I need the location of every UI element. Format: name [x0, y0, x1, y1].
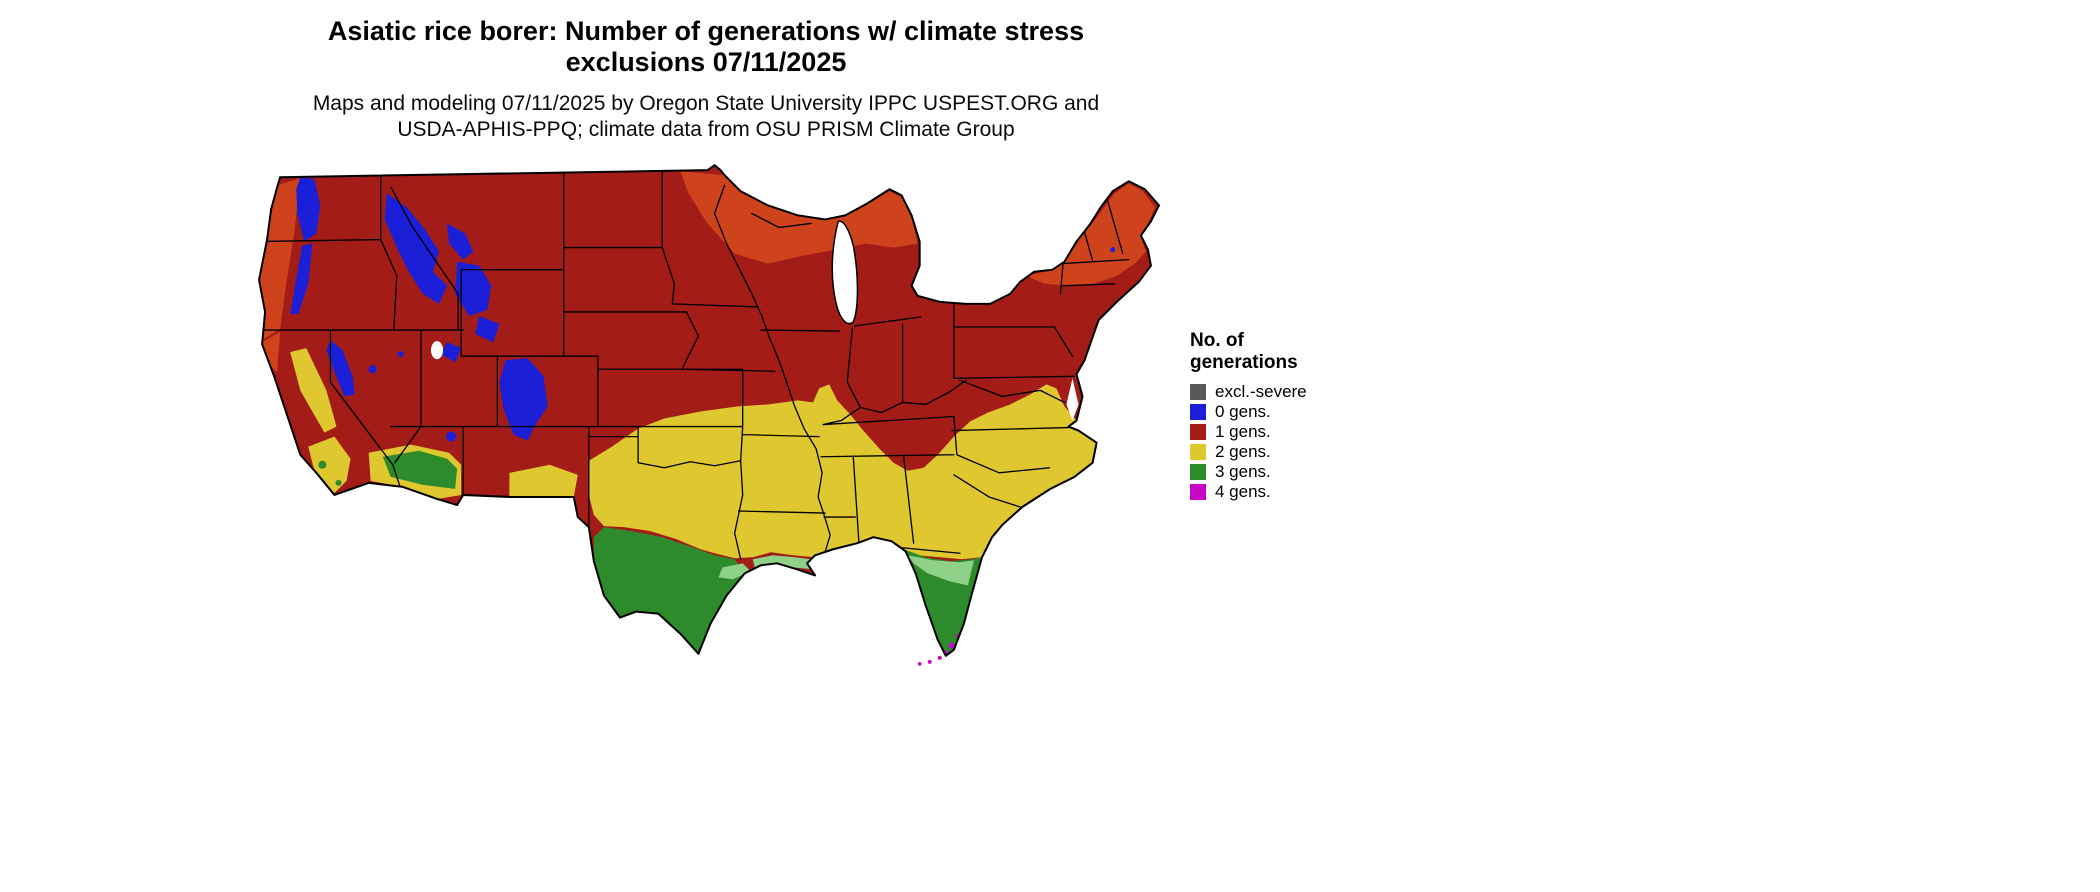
- legend-label-1-gens: 1 gens.: [1215, 422, 1271, 441]
- lake-michigan: [831, 220, 859, 325]
- legend-item: 1 gens.: [1190, 423, 1410, 440]
- map-subtitle: Maps and modeling 07/11/2025 by Oregon S…: [0, 91, 1412, 143]
- legend-title-line-2: generations: [1190, 352, 1298, 373]
- legend-item: 4 gens.: [1190, 483, 1410, 500]
- great-salt-lake: [430, 341, 444, 360]
- chesapeake-bay: [1066, 378, 1079, 421]
- legend-label-4-gens: 4 gens.: [1215, 482, 1271, 501]
- legend-item: 2 gens.: [1190, 443, 1410, 460]
- region-0-gens: [290, 177, 1116, 442]
- map-subtitle-line-1: Maps and modeling 07/11/2025 by Oregon S…: [312, 92, 1100, 115]
- legend-item: 3 gens.: [1190, 463, 1410, 480]
- us-generations-map: [258, 164, 1160, 666]
- state-borders: [259, 169, 1130, 560]
- figure-header: Asiatic rice borer: Number of generation…: [0, 16, 1412, 143]
- legend-swatch-excl-severe: [1190, 383, 1206, 400]
- legend-label-2-gens: 2 gens.: [1215, 442, 1271, 461]
- us-outline: [258, 164, 1160, 657]
- legend-items: excl.-severe 0 gens. 1 gens. 2 gens. 3 g…: [1190, 383, 1410, 500]
- legend-label-0-gens: 0 gens.: [1215, 402, 1271, 421]
- legend-swatch-0-gens: [1190, 403, 1206, 420]
- legend-item: 0 gens.: [1190, 403, 1410, 420]
- legend-item: excl.-severe: [1190, 383, 1410, 400]
- map-title-line-1: Asiatic rice borer: Number of generation…: [327, 16, 1085, 46]
- legend-title-line-1: No. of: [1190, 330, 1244, 351]
- legend-label-excl-severe: excl.-severe: [1215, 382, 1307, 401]
- legend-swatch-1-gens: [1190, 423, 1206, 440]
- legend-swatch-3-gens: [1190, 463, 1206, 480]
- legend-swatch-2-gens: [1190, 443, 1206, 460]
- map-subtitle-line-2: USDA-APHIS-PPQ; climate data from OSU PR…: [397, 118, 1015, 141]
- map-title-line-2: exclusions 07/11/2025: [565, 47, 847, 77]
- legend: No. of generations excl.-severe 0 gens. …: [1190, 330, 1410, 503]
- legend-label-3-gens: 3 gens.: [1215, 462, 1271, 481]
- legend-swatch-4-gens: [1190, 483, 1206, 500]
